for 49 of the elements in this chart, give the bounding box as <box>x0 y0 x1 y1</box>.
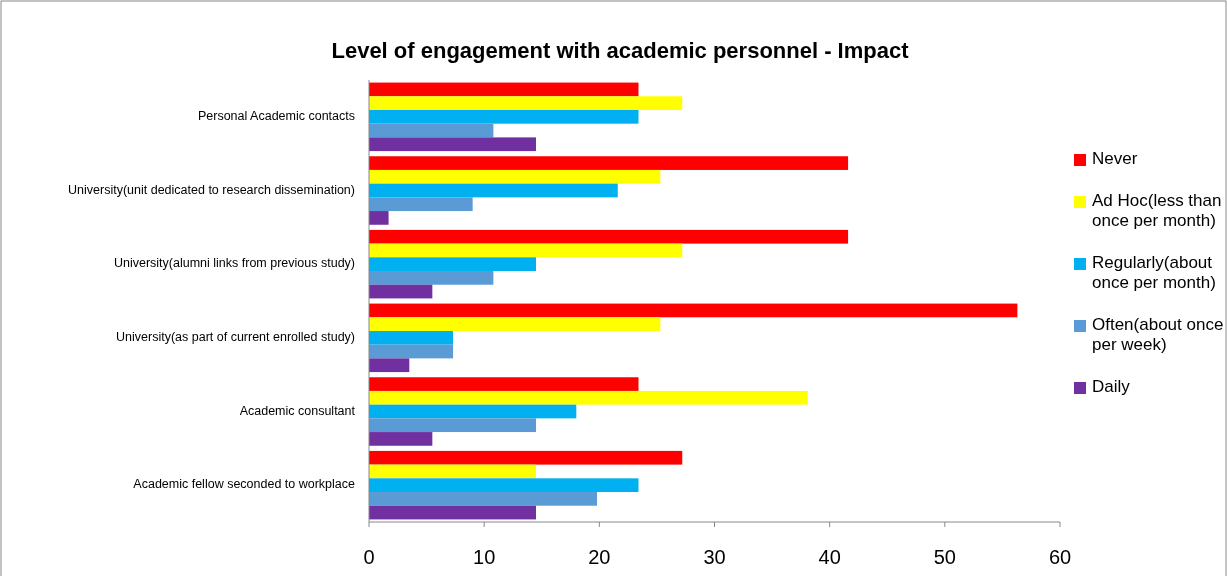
x-tick-label: 10 <box>473 546 496 568</box>
bar <box>369 478 639 493</box>
bar <box>369 211 389 225</box>
bar <box>369 317 661 331</box>
bar <box>369 271 494 285</box>
x-tick-label: 0 <box>363 546 375 568</box>
x-tick-label: 30 <box>703 546 726 568</box>
y-tick-label: University(alumni links from previous study) <box>113 256 355 271</box>
bar <box>369 344 454 359</box>
bar <box>369 284 433 299</box>
x-tick-label: 20 <box>588 546 611 568</box>
bar <box>369 169 661 184</box>
legend-label: Often(about once per week) <box>1092 315 1224 355</box>
bar <box>369 96 683 110</box>
x-tick-label: 50 <box>933 546 956 568</box>
bar <box>369 197 473 212</box>
bar <box>369 492 598 506</box>
y-tick-label: University(unit dedicated to research dissemination) <box>68 182 355 197</box>
y-tick-label: Academic fellow seconded to workplace <box>133 477 356 492</box>
y-tick-label: Academic consultant <box>239 403 356 418</box>
bar <box>369 377 639 391</box>
bar <box>369 82 639 97</box>
legend-label: Never <box>1092 149 1138 169</box>
bar <box>369 464 536 479</box>
bar <box>369 156 849 170</box>
bar <box>369 390 808 405</box>
bar <box>369 243 683 258</box>
x-tick-label: 40 <box>818 546 841 568</box>
legend-label: Daily <box>1092 377 1131 397</box>
bar <box>369 418 536 433</box>
bar <box>369 183 618 198</box>
bar <box>369 358 410 373</box>
bar <box>369 229 849 244</box>
bar <box>369 303 1018 318</box>
y-tick-label: Personal Academic contacts <box>197 109 355 124</box>
x-tick-label: 60 <box>1048 546 1072 568</box>
bar <box>369 432 433 446</box>
bar <box>369 404 577 419</box>
bar <box>369 505 536 520</box>
bar <box>369 257 536 272</box>
chart-title: Level of engagement with academic personnel - Impact <box>331 38 910 63</box>
bar <box>369 450 683 465</box>
legend-label: Ad Hoc(less than once per month) <box>1092 191 1222 231</box>
y-tick-label: University(as part of current enrolled study) <box>116 330 355 345</box>
legend-label: Regularly(about once per month) <box>1092 253 1216 293</box>
bar <box>369 109 639 124</box>
bar <box>369 330 454 345</box>
bar <box>369 137 536 152</box>
bar <box>369 123 494 138</box>
